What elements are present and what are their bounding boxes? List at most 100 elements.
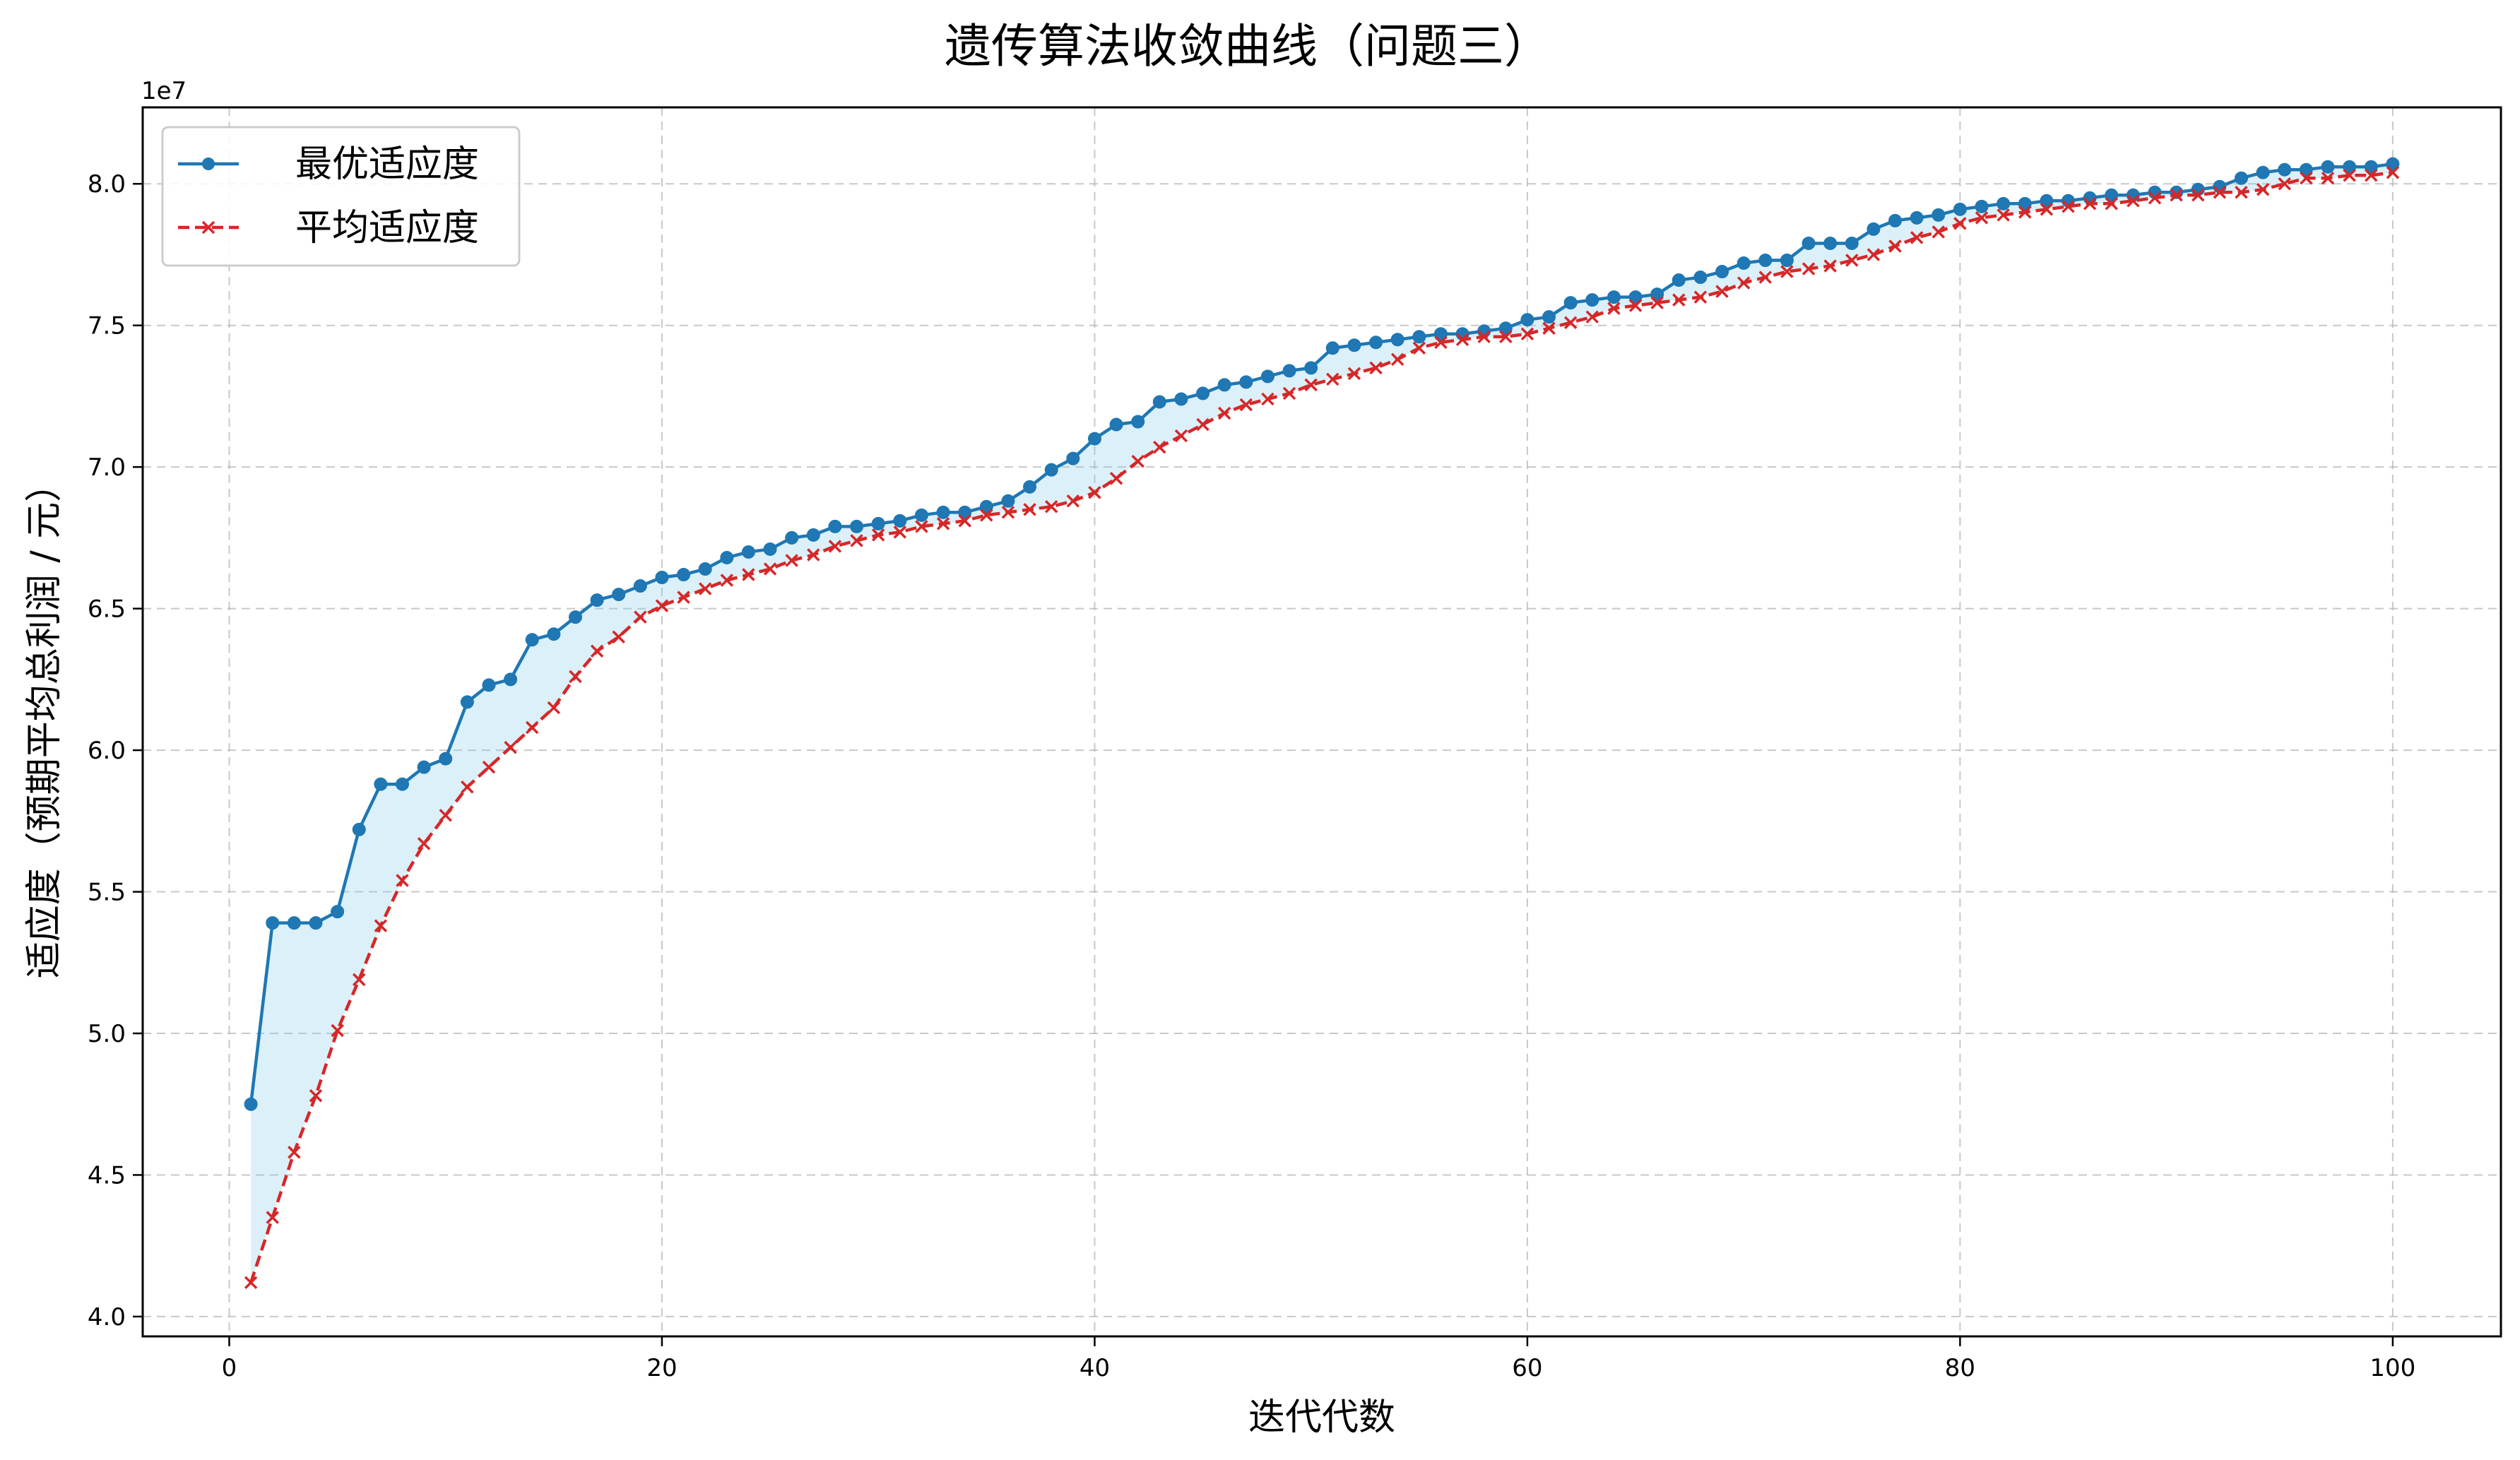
data-point: [2018, 196, 2032, 210]
data-point: [525, 633, 539, 647]
data-point: [461, 780, 474, 794]
x-tick-label: 60: [1512, 1354, 1542, 1382]
data-point: [1412, 341, 1426, 355]
data-point: [1607, 290, 1621, 304]
data-point: [1153, 440, 1166, 454]
data-point: [569, 670, 582, 684]
data-point: [698, 562, 712, 576]
data-point: [1217, 378, 1231, 392]
data-point: [807, 548, 820, 562]
legend-marker: [202, 158, 215, 170]
x-axis-title: 迭代代数: [1248, 1396, 1395, 1439]
data-point: [1975, 199, 1989, 213]
y-tick-label: 6.5: [88, 595, 126, 624]
data-point: [893, 526, 907, 539]
legend-item: 最优适应度: [178, 143, 479, 186]
data-point: [2321, 171, 2335, 185]
data-point: [958, 505, 972, 519]
data-point: [763, 562, 777, 576]
data-point: [1693, 290, 1708, 304]
data-point: [742, 568, 755, 581]
data-point: [1498, 321, 1513, 336]
data-point: [1023, 503, 1036, 516]
data-point: [936, 505, 950, 519]
data-point: [634, 610, 647, 624]
data-point: [806, 528, 820, 542]
legend-label: 最优适应度: [295, 143, 479, 186]
data-point: [309, 916, 323, 930]
data-point: [1066, 451, 1080, 465]
data-point: [612, 630, 625, 643]
data-point: [417, 760, 431, 774]
data-point: [1369, 361, 1383, 375]
data-point: [288, 1146, 301, 1159]
series-line: [249, 170, 2394, 1283]
data-point: [1066, 494, 1080, 508]
data-point: [2343, 168, 2356, 182]
data-point: [1953, 202, 1967, 216]
y-tick-label: 5.5: [88, 879, 126, 907]
data-point: [374, 919, 388, 932]
data-point: [2364, 160, 2378, 174]
data-point: [1650, 296, 1664, 309]
data-point: [1867, 222, 1881, 236]
data-point: [1390, 352, 1404, 367]
y-tick-label: 4.5: [88, 1161, 126, 1189]
data-point: [612, 588, 626, 602]
grid-lines: [143, 107, 2501, 1336]
data-point: [1585, 293, 1599, 307]
data-point: [1109, 417, 1123, 432]
data-point: [2235, 186, 2248, 199]
data-point: [1325, 341, 1339, 355]
data-point: [1196, 417, 1209, 432]
legend-box: [161, 126, 521, 267]
legend-label: 平均适应度: [295, 207, 479, 249]
data-point: [417, 837, 431, 850]
data-point: [1520, 327, 1534, 340]
data-point: [1975, 211, 1989, 225]
data-point: [266, 916, 280, 930]
data-point: [1174, 429, 1188, 443]
data-point: [1888, 213, 1903, 227]
data-point: [1715, 265, 1729, 279]
data-point: [331, 1023, 344, 1038]
data-point: [1023, 480, 1037, 494]
data-point: [244, 1276, 258, 1290]
x-tick-label: 40: [1079, 1354, 1110, 1382]
data-point: [1932, 225, 1946, 239]
data-point: [1347, 338, 1361, 352]
data-point: [1239, 398, 1253, 412]
data-point: [1867, 248, 1881, 261]
data-point: [1174, 392, 1188, 406]
y-tick-label: 4.0: [88, 1303, 126, 1331]
data-point: [1001, 494, 1015, 508]
data-point: [1304, 378, 1318, 392]
data-point: [871, 528, 885, 542]
x-tick-label: 20: [646, 1354, 677, 1382]
fill-between-area: [251, 164, 2393, 1283]
data-point: [850, 534, 863, 547]
data-point: [1650, 287, 1664, 302]
data-point: [1282, 386, 1296, 400]
series-average-fitness: [244, 165, 2400, 1290]
data-point: [1044, 463, 1058, 477]
data-point: [1131, 454, 1144, 468]
data-point: [828, 519, 842, 533]
data-point: [828, 540, 842, 553]
data-point: [1499, 330, 1513, 343]
data-point: [1088, 486, 1101, 499]
data-point: [741, 545, 755, 559]
data-point: [1910, 231, 1924, 244]
data-point: [1369, 336, 1383, 350]
data-point: [1109, 471, 1123, 485]
data-point: [568, 610, 582, 624]
data-point: [1845, 254, 1859, 267]
data-point: [266, 1211, 279, 1224]
data-point: [1477, 330, 1491, 343]
data-point: [785, 530, 799, 545]
data-point: [482, 760, 496, 774]
data-point: [2148, 191, 2162, 205]
x-tick-label: 80: [1945, 1354, 1975, 1382]
data-point: [374, 777, 388, 791]
data-point: [1261, 392, 1274, 406]
